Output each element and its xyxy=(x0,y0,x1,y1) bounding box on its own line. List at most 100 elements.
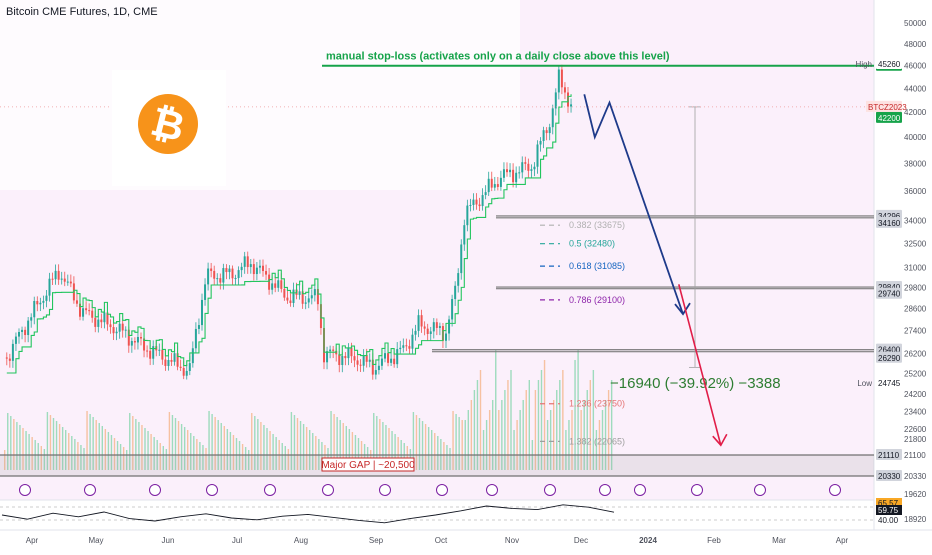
event-icon xyxy=(84,484,96,496)
candle-body xyxy=(103,312,106,323)
indicator-tick-box xyxy=(876,515,902,525)
volume-bar xyxy=(309,430,311,470)
volume-bar xyxy=(485,420,488,470)
price-label: 26290 xyxy=(878,354,901,363)
candle-body xyxy=(51,278,54,280)
volume-bar xyxy=(168,412,171,470)
y-tick-label: 21800 xyxy=(904,435,927,444)
volume-bar xyxy=(7,413,9,470)
volume-bar xyxy=(379,419,381,470)
volume-bar xyxy=(519,410,521,470)
volume-bar xyxy=(187,430,189,470)
candle-body xyxy=(210,268,213,271)
candle-body xyxy=(560,69,563,88)
candle-body xyxy=(30,317,33,321)
candle-body xyxy=(262,265,264,272)
gap-label-box xyxy=(321,457,415,472)
volume-bar xyxy=(16,422,18,470)
candle-body xyxy=(54,270,57,280)
price-label: 24745 xyxy=(878,379,901,388)
candle-body xyxy=(66,281,69,283)
candle-body xyxy=(36,300,39,305)
volume-bar xyxy=(583,400,585,470)
candle-body xyxy=(518,172,521,174)
volume-bar xyxy=(522,400,524,470)
volume-bar xyxy=(424,424,427,470)
volume-bar xyxy=(217,420,219,470)
price-label: 29840 xyxy=(878,283,901,292)
candle-body xyxy=(438,326,441,328)
candle-body xyxy=(39,302,42,305)
volume-bar xyxy=(516,420,518,470)
y-tick-label: 22600 xyxy=(904,425,927,434)
volume-bar xyxy=(13,419,15,470)
volume-bar xyxy=(122,447,125,470)
candle-body xyxy=(539,140,542,145)
volume-bar xyxy=(376,416,378,470)
volume-bar xyxy=(229,432,232,470)
volume-bar xyxy=(382,422,384,470)
candle-body xyxy=(499,177,502,187)
candle-body xyxy=(100,319,103,323)
candle-body xyxy=(219,278,222,283)
event-icon xyxy=(379,484,391,496)
volume-bar xyxy=(546,420,549,470)
candle-body xyxy=(42,300,45,303)
candle-body xyxy=(380,358,383,366)
candle-body xyxy=(106,312,109,325)
candle-body xyxy=(149,350,152,359)
gap-label: Major GAP | ~20,500 xyxy=(321,460,415,471)
indicator-tick-box xyxy=(876,505,902,515)
volume-bar xyxy=(80,445,82,470)
candle-body xyxy=(466,205,469,226)
chart-title: Bitcoin CME Futures, 1D, CME xyxy=(6,6,158,18)
high-label: High xyxy=(856,60,872,69)
candle-body xyxy=(234,278,237,280)
volume-bar xyxy=(299,421,302,470)
indicator-tick-box xyxy=(876,498,902,508)
price-label-box xyxy=(876,111,902,123)
candle-body xyxy=(243,256,246,267)
volume-bar xyxy=(607,390,610,470)
candle-body xyxy=(197,325,200,329)
candle-body xyxy=(194,328,197,349)
volume-bar xyxy=(190,433,192,470)
x-tick-label: May xyxy=(88,536,103,545)
candle-body xyxy=(353,356,356,361)
volume-bar xyxy=(312,433,314,470)
y-tick-label: 36000 xyxy=(904,187,927,196)
y-tick-label: 28600 xyxy=(904,305,927,314)
volume-bar xyxy=(580,410,582,470)
volume-bar xyxy=(458,417,460,470)
volume-bar xyxy=(595,430,598,470)
x-tick-label: Oct xyxy=(435,536,448,545)
candle-body xyxy=(368,359,371,362)
ticker-box xyxy=(866,100,900,112)
candle-body xyxy=(387,353,390,363)
y-tick-label: 32500 xyxy=(904,239,927,248)
volume-bar xyxy=(101,426,103,470)
candle-body xyxy=(472,199,475,205)
fib-level-label: 0.382 (33675) xyxy=(569,220,625,230)
candle-body xyxy=(164,359,167,366)
candle-body xyxy=(255,267,258,275)
candle-body xyxy=(268,274,271,290)
volume-bar xyxy=(86,411,88,470)
volume-bar xyxy=(129,413,131,470)
candle-body xyxy=(451,299,454,320)
y-tick-label: 29800 xyxy=(904,284,927,293)
volume-bar xyxy=(507,380,509,470)
volume-bar xyxy=(321,442,323,470)
candle-body xyxy=(341,355,344,366)
volume-bar xyxy=(525,390,527,470)
volume-bar xyxy=(254,416,256,470)
candle-body xyxy=(548,127,551,134)
event-icon xyxy=(829,484,841,496)
candle-body xyxy=(402,345,405,348)
volume-bar xyxy=(287,449,290,470)
volume-bar xyxy=(388,428,390,470)
volume-bar xyxy=(65,430,67,470)
volume-bar xyxy=(562,370,564,470)
candle-body xyxy=(542,130,545,141)
candle-body xyxy=(18,332,20,337)
